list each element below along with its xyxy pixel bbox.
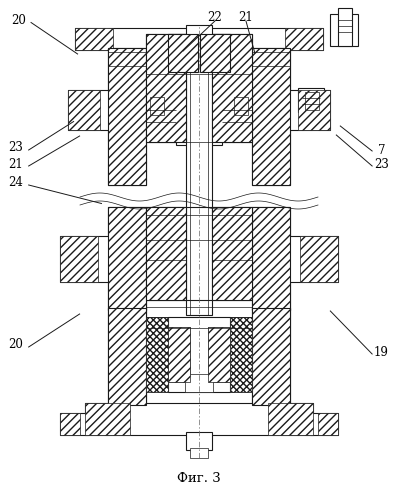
Bar — [75, 28, 113, 50]
Bar — [60, 236, 98, 282]
Bar — [252, 207, 290, 310]
Bar — [302, 110, 320, 116]
Text: 23: 23 — [374, 158, 389, 172]
Text: 7: 7 — [378, 144, 385, 156]
Bar — [75, 28, 323, 50]
Bar — [60, 413, 88, 435]
Bar — [68, 90, 100, 130]
Bar — [252, 48, 290, 185]
Bar — [186, 432, 212, 450]
Bar — [212, 34, 252, 142]
Bar — [268, 403, 313, 435]
Text: 22: 22 — [207, 11, 222, 24]
Bar — [200, 34, 230, 72]
Bar — [318, 413, 338, 435]
Bar — [252, 308, 290, 405]
Bar — [234, 97, 248, 115]
Bar — [212, 207, 252, 300]
Bar — [146, 317, 168, 392]
Text: 19: 19 — [374, 346, 389, 359]
Bar — [338, 8, 352, 46]
Bar — [60, 236, 110, 282]
Bar — [185, 374, 213, 392]
Text: 24: 24 — [8, 176, 23, 189]
Text: 21: 21 — [238, 11, 254, 24]
Bar — [230, 317, 252, 392]
Bar — [186, 25, 212, 315]
Bar — [190, 448, 208, 458]
Bar — [330, 14, 358, 46]
Text: 20: 20 — [12, 14, 27, 26]
Bar — [150, 97, 172, 115]
Bar — [168, 34, 198, 72]
Text: 21: 21 — [8, 158, 23, 170]
Bar — [168, 327, 190, 382]
Bar — [146, 317, 168, 392]
Text: Фиг. 3: Фиг. 3 — [177, 472, 221, 484]
Bar — [226, 97, 248, 115]
Bar — [108, 48, 146, 185]
Bar — [212, 207, 252, 300]
Text: 20: 20 — [8, 338, 23, 351]
Bar — [230, 317, 252, 392]
Bar — [60, 413, 80, 435]
Bar — [168, 317, 230, 392]
Bar — [85, 403, 130, 435]
Bar — [108, 48, 146, 185]
Bar — [200, 34, 230, 72]
Bar — [108, 207, 146, 310]
Bar — [108, 308, 146, 405]
Bar — [298, 90, 330, 130]
Bar — [168, 327, 190, 382]
Bar — [285, 28, 323, 50]
Bar — [146, 207, 186, 300]
Bar — [212, 34, 252, 142]
Bar — [108, 207, 146, 310]
Bar — [146, 207, 186, 300]
Bar — [252, 308, 290, 405]
Bar — [300, 236, 338, 282]
Bar — [146, 34, 186, 142]
Bar — [150, 97, 164, 115]
Bar — [176, 72, 222, 145]
Bar — [88, 28, 108, 38]
Bar — [252, 207, 290, 310]
Bar — [290, 28, 310, 38]
Bar — [288, 236, 338, 282]
Bar — [168, 34, 198, 72]
Bar — [252, 48, 290, 185]
Bar — [85, 403, 313, 435]
Bar — [68, 90, 110, 130]
Bar — [208, 327, 230, 382]
Bar — [208, 327, 230, 382]
Text: 23: 23 — [8, 141, 23, 154]
Bar — [108, 308, 146, 405]
Bar — [288, 90, 330, 130]
Bar — [305, 92, 319, 110]
Bar — [310, 413, 338, 435]
Bar — [298, 88, 324, 112]
Bar — [146, 34, 186, 142]
Bar — [186, 207, 212, 300]
